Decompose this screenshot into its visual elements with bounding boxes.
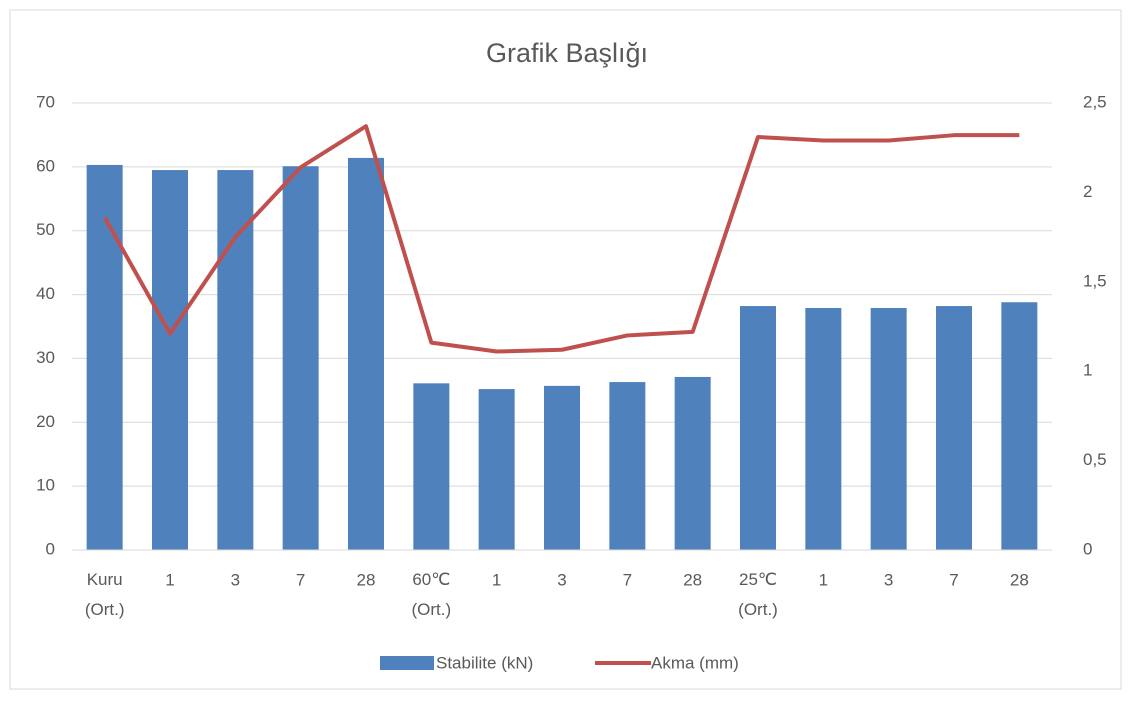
chart-title: Grafik Başlığı xyxy=(486,38,648,68)
y2-tick-label: 0 xyxy=(1083,539,1092,558)
x-tick-label: 3 xyxy=(884,570,893,589)
y-tick-label: 10 xyxy=(36,476,55,495)
y-tick-label: 60 xyxy=(36,156,55,175)
bar xyxy=(86,164,123,551)
bar xyxy=(348,157,384,550)
x-tick-label: 60℃ (Ort.) xyxy=(412,570,452,619)
x-tick-label: 1 xyxy=(165,570,174,589)
x-tick-label: 25℃ (Ort.) xyxy=(738,570,778,619)
x-tick-label: Kuru (Ort.) xyxy=(85,570,125,619)
bar xyxy=(544,385,580,550)
bar xyxy=(282,166,319,550)
y-tick-label: 30 xyxy=(36,348,55,367)
y-tick-label: 70 xyxy=(36,92,55,111)
bar xyxy=(152,170,188,551)
bar xyxy=(478,389,515,550)
x-tick-label: 28 xyxy=(1010,570,1029,589)
y2-tick-label: 2,5 xyxy=(1083,92,1107,111)
x-tick-label: 28 xyxy=(357,570,376,589)
y2-tick-label: 1 xyxy=(1083,361,1092,380)
bar xyxy=(870,307,907,550)
line xyxy=(102,124,1020,354)
y2-tick-label: 1,5 xyxy=(1083,271,1107,290)
bar xyxy=(217,170,254,551)
y-tick-label: 40 xyxy=(36,284,55,303)
y-tick-label: 20 xyxy=(36,412,55,431)
legend-swatch xyxy=(380,656,434,670)
x-tick-label: 3 xyxy=(557,570,566,589)
bar xyxy=(609,382,646,550)
legend-label: Akma (mm) xyxy=(651,653,739,672)
bar xyxy=(805,307,842,550)
bar xyxy=(936,306,972,550)
x-tick-label: 1 xyxy=(819,570,828,589)
bar xyxy=(674,376,711,550)
x-tick-label: 7 xyxy=(296,570,305,589)
y-tick-label: 50 xyxy=(36,220,55,239)
y2-tick-label: 2 xyxy=(1083,182,1092,201)
bar xyxy=(1001,302,1038,550)
bar xyxy=(740,306,776,550)
x-tick-label: 7 xyxy=(623,570,632,589)
x-tick-label: 3 xyxy=(231,570,240,589)
y2-tick-label: 0,5 xyxy=(1083,450,1107,469)
legend-label: Stabilite (kN) xyxy=(436,653,533,672)
bar xyxy=(413,383,450,550)
y-tick-label: 0 xyxy=(46,539,55,558)
x-tick-label: 1 xyxy=(492,570,501,589)
x-tick-label: 7 xyxy=(949,570,958,589)
x-tick-label: 28 xyxy=(683,570,702,589)
